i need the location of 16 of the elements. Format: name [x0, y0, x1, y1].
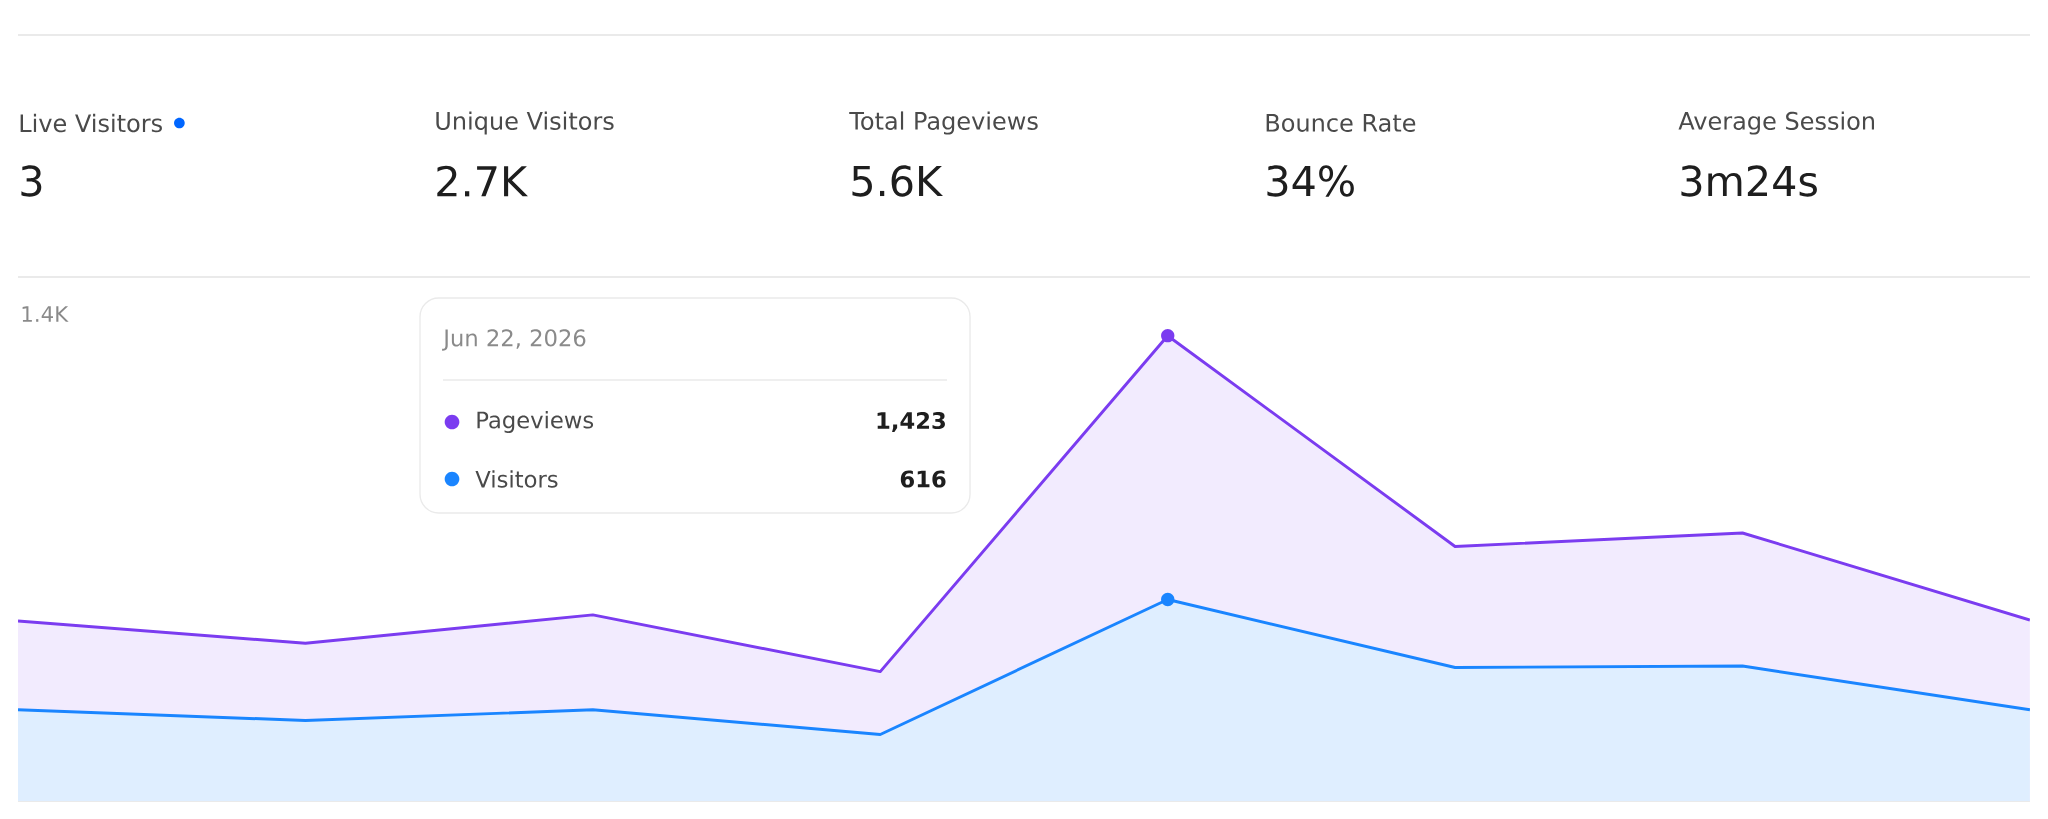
category-label: Bounce Rate	[1266, 114, 1416, 132]
legend-title: Jun 22, 2026	[442, 329, 586, 351]
annotation: 616	[900, 470, 946, 488]
legend-label: Pageviews	[477, 411, 594, 433]
text: 1.4K	[22, 306, 69, 322]
text: 3m24s	[1681, 165, 1817, 197]
category-label: Total Pageviews	[849, 111, 1038, 135]
annotation: 1,423	[877, 411, 945, 433]
text: 5.6K	[852, 165, 943, 197]
text: 2.7K	[437, 165, 528, 197]
category-label: Average Session	[1678, 111, 1874, 135]
category-label: Unique Visitors	[436, 111, 614, 135]
text: 3	[21, 165, 42, 197]
legend-label: Visitors	[475, 470, 558, 488]
category-label: Live Visitors	[20, 113, 162, 133]
text: 34%	[1267, 165, 1354, 197]
